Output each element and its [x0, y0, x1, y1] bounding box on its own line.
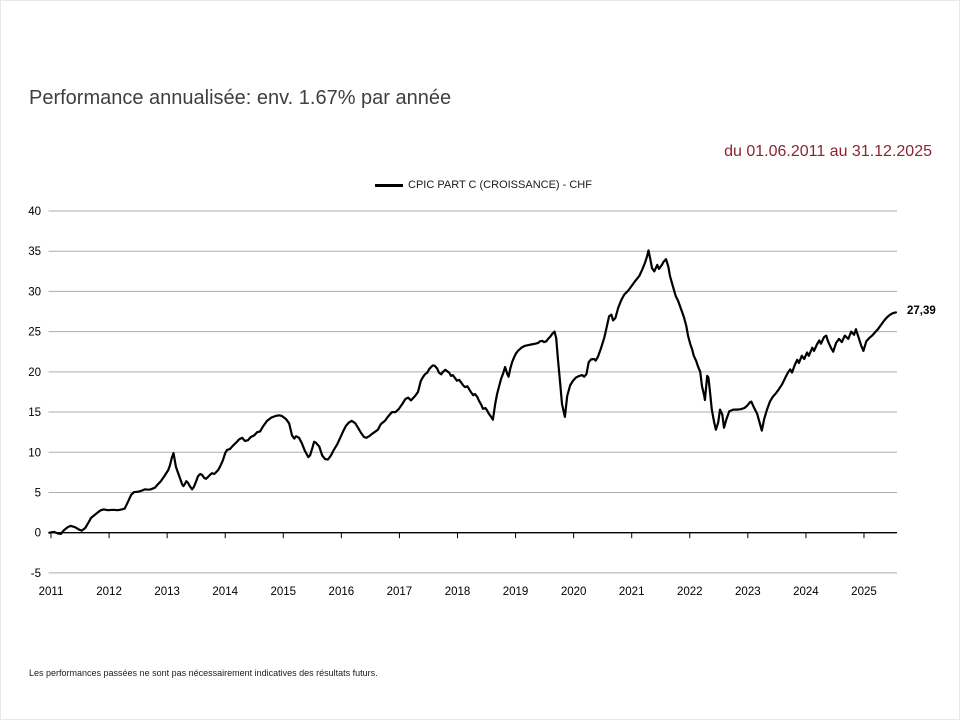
- legend-series-label: CPIC PART C (CROISSANCE) - CHF: [408, 179, 592, 191]
- y-tick-label: 10: [28, 447, 41, 459]
- y-tick-label: 15: [28, 407, 41, 419]
- x-tick-label: 2011: [39, 586, 64, 598]
- y-tick-label: 0: [35, 528, 41, 540]
- legend-line-swatch: [375, 183, 403, 187]
- y-tick-label: 5: [35, 487, 41, 499]
- x-tick-label: 2021: [619, 586, 645, 598]
- y-tick-label: 35: [28, 246, 41, 258]
- x-tick-label: 2013: [154, 586, 180, 598]
- x-tick-label: 2016: [329, 586, 355, 598]
- x-tick-label: 2022: [677, 586, 703, 598]
- y-tick-label: 20: [28, 367, 41, 379]
- y-tick-label: -5: [31, 568, 41, 580]
- series-line: [48, 249, 898, 536]
- x-tick-label: 2023: [735, 586, 761, 598]
- y-tick-label: 30: [28, 286, 41, 298]
- page-title: Performance annualisée: env. 1.67% par a…: [29, 87, 452, 109]
- x-tick-label: 2019: [503, 586, 529, 598]
- x-tick-label: 2020: [561, 586, 587, 598]
- x-tick-label: 2025: [851, 586, 877, 598]
- last-value-label: 27,39: [907, 305, 936, 317]
- y-tick-label: 25: [28, 327, 41, 339]
- x-tick-label: 2024: [793, 586, 819, 598]
- x-tick-label: 2015: [270, 586, 296, 598]
- x-tick-label: 2017: [387, 586, 413, 598]
- x-tick-label: 2018: [445, 586, 471, 598]
- x-tick-label: 2014: [212, 586, 238, 598]
- disclaimer-text: Les performances passées ne sont pas néc…: [29, 668, 378, 678]
- legend: CPIC PART C (CROISSANCE) - CHF: [375, 178, 592, 192]
- date-range-label: du 01.06.2011 au 31.12.2025: [724, 143, 932, 160]
- y-tick-label: 40: [28, 206, 41, 218]
- x-tick-label: 2012: [96, 586, 122, 598]
